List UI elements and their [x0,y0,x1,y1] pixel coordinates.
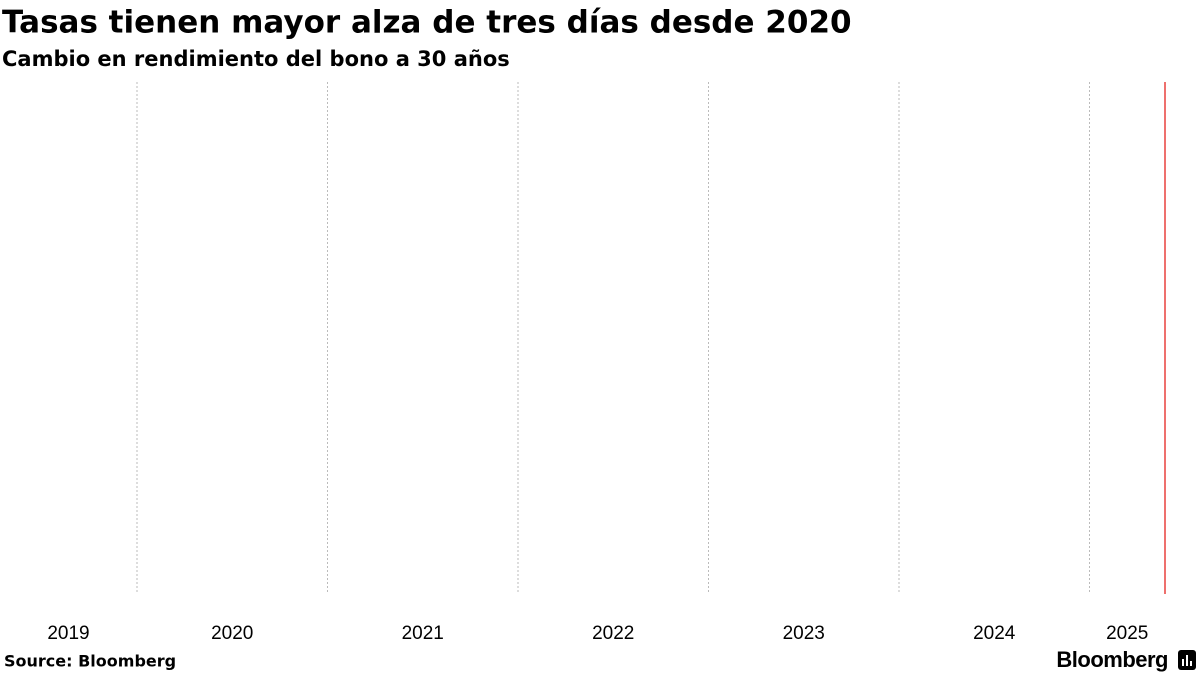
x-tick-label: 2021 [402,623,444,644]
logo-text: Bloomberg [1056,647,1168,672]
x-tick-label: 2020 [211,623,253,644]
x-tick-label: 2019 [47,623,89,644]
x-tick-label: 2022 [592,623,634,644]
x-tick-label: 2023 [783,623,825,644]
x-tick-label: 2024 [973,623,1016,644]
source: Source: Bloomberg [4,652,176,671]
chart-subtitle: Cambio en rendimiento del bono a 30 años [2,47,510,71]
logo-icon [1178,650,1196,670]
chart-title: Tasas tienen mayor alza de tres días des… [2,5,852,41]
x-tick-label: 2025 [1106,623,1148,644]
